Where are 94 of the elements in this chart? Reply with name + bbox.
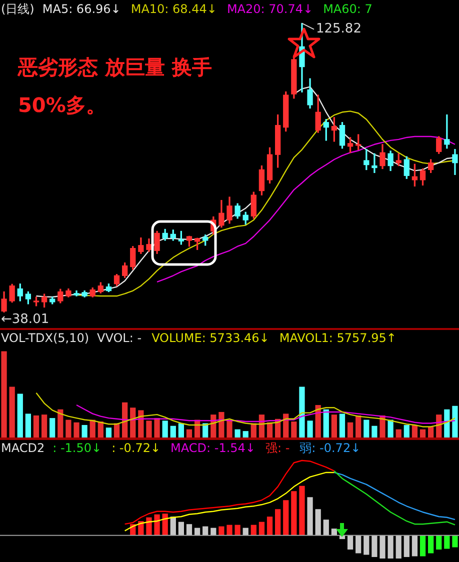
text: 弱: -0.72↓	[300, 441, 361, 455]
bar	[242, 528, 248, 536]
bar	[283, 500, 289, 536]
bar	[9, 386, 15, 438]
bar	[444, 535, 450, 549]
bar	[170, 426, 176, 438]
bar	[154, 514, 160, 536]
bar	[372, 426, 378, 438]
bar	[275, 509, 281, 536]
bar	[66, 420, 72, 438]
bar	[380, 535, 386, 559]
bar	[186, 429, 192, 438]
bar	[106, 428, 112, 438]
text: MA60: 7	[323, 2, 372, 16]
bar	[339, 414, 346, 438]
bar	[250, 524, 256, 536]
bar	[404, 424, 410, 438]
bar	[428, 535, 434, 554]
bar	[452, 535, 458, 548]
bar	[420, 429, 426, 438]
bar	[291, 491, 297, 536]
chart-title: VOL-TDX(5,10)	[1, 331, 90, 345]
bar	[41, 414, 48, 438]
bar	[74, 422, 80, 438]
bar	[186, 524, 192, 536]
text: VVOL: -	[97, 331, 142, 345]
bar	[1, 351, 7, 438]
annotation: 恶劣形态 放巨量 换手50%多。	[18, 54, 213, 119]
bar	[170, 516, 176, 536]
bar	[25, 414, 32, 438]
bar	[202, 526, 208, 536]
bar	[218, 526, 224, 536]
bar	[17, 394, 23, 438]
bar	[234, 429, 240, 438]
text: : -0.72↓	[112, 441, 161, 455]
bar	[396, 535, 402, 559]
bar	[396, 429, 402, 438]
bar	[210, 528, 216, 536]
bar	[178, 522, 184, 536]
bar	[412, 535, 418, 556]
text: MA20: 70.74↓	[226, 2, 314, 16]
bar	[315, 509, 321, 536]
bar	[364, 420, 370, 438]
bar	[436, 535, 442, 550]
bar	[178, 423, 184, 438]
bar	[356, 415, 362, 438]
bar	[226, 524, 232, 536]
bar	[154, 418, 160, 438]
bar	[130, 408, 136, 438]
bar	[299, 386, 305, 438]
bar	[307, 420, 313, 438]
bar	[331, 414, 338, 438]
bar	[218, 412, 224, 438]
bar	[146, 517, 152, 536]
chart-title: MACD2	[1, 441, 45, 455]
bar	[299, 486, 305, 536]
bar	[323, 520, 329, 536]
bar	[82, 424, 88, 438]
text: 强: -	[265, 441, 290, 455]
bar	[307, 497, 313, 536]
bar	[323, 409, 329, 438]
text: : -1.50↓	[52, 441, 102, 455]
bar	[291, 422, 297, 438]
bar	[266, 516, 273, 536]
bar	[364, 535, 370, 555]
text: MA5: 66.96↓	[42, 2, 121, 16]
bar	[347, 535, 354, 550]
bar	[404, 535, 410, 558]
text: MA10: 68.44↓	[130, 2, 217, 16]
bar	[162, 420, 168, 438]
bar	[388, 420, 394, 438]
bar	[162, 514, 168, 536]
text: VOLUME: 5733.46↓	[152, 331, 270, 345]
annotation: ←38.01	[1, 312, 50, 327]
bar	[146, 420, 152, 438]
bar	[388, 535, 394, 559]
bar	[194, 528, 200, 536]
bar	[242, 431, 248, 438]
bar	[331, 528, 338, 536]
bar	[58, 409, 64, 438]
bar	[372, 535, 378, 558]
bar	[234, 524, 240, 536]
bar	[420, 535, 426, 556]
bar	[226, 420, 232, 438]
bar	[452, 406, 458, 438]
bar	[258, 522, 265, 536]
text: MACD: -1.54↓	[170, 441, 256, 455]
bar	[356, 535, 362, 554]
chart-title: (日线)	[1, 2, 34, 16]
bar	[33, 415, 40, 438]
annotation: 125.82	[316, 22, 362, 37]
bar	[50, 418, 56, 438]
text: MAVOL1: 5757.95↑	[279, 331, 396, 345]
bar	[347, 422, 354, 438]
